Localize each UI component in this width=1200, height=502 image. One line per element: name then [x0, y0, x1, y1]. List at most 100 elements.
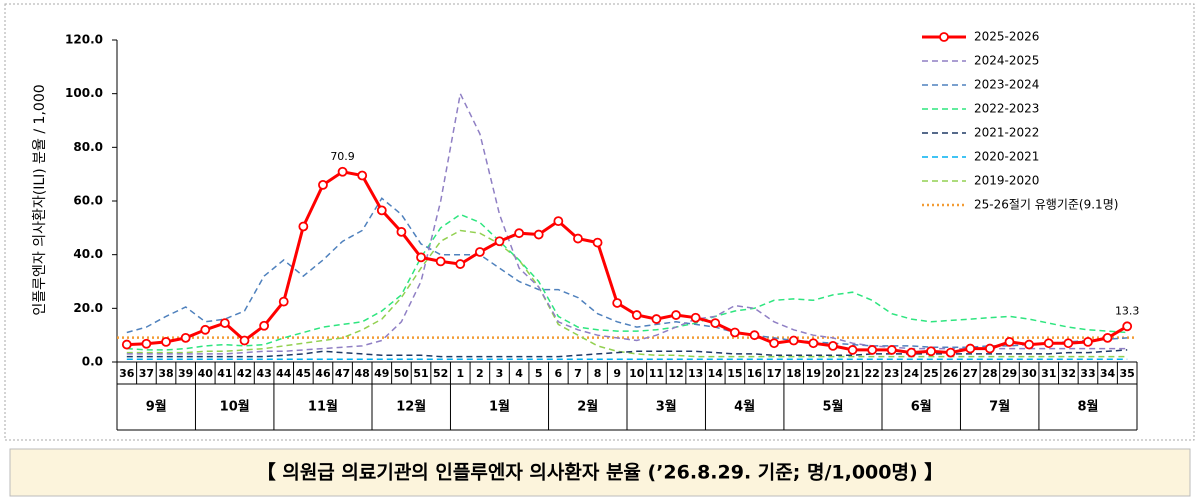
point	[729, 327, 740, 338]
x-tick-label: 39	[178, 367, 193, 380]
point	[298, 221, 309, 232]
point	[965, 343, 976, 354]
point	[612, 298, 623, 308]
point	[651, 314, 662, 324]
y-tick-label: 120.0	[65, 33, 103, 47]
legend-label: 2019-2020	[974, 174, 1039, 188]
point	[239, 335, 250, 346]
point	[1024, 339, 1035, 350]
point	[828, 340, 838, 351]
x-tick-label: 41	[217, 367, 232, 380]
x-tick-label: 25	[923, 367, 938, 380]
point	[592, 237, 603, 248]
series-line	[126, 213, 1128, 351]
x-tick-label: 4	[515, 367, 523, 380]
x-tick-label: 40	[198, 367, 214, 380]
y-tick-label: 60.0	[73, 194, 103, 208]
point	[788, 335, 799, 346]
y-tick-label: 100.0	[65, 86, 103, 100]
x-tick-label: 42	[237, 367, 252, 380]
x-tick-label: 29	[1002, 367, 1017, 380]
point	[337, 166, 348, 177]
x-tick-label: 15	[727, 367, 742, 380]
point	[926, 346, 936, 357]
month-label: 8월	[1077, 399, 1098, 415]
point	[396, 226, 407, 237]
x-tick-label: 50	[394, 367, 410, 380]
point	[710, 318, 721, 328]
point	[847, 345, 858, 355]
x-tick-label: 32	[1061, 367, 1076, 380]
point	[749, 330, 760, 341]
point	[573, 233, 583, 244]
x-tick-label: 33	[1080, 367, 1095, 380]
y-tick-label: 40.0	[73, 247, 103, 261]
x-tick-label: 52	[433, 367, 448, 380]
point	[121, 339, 132, 350]
point	[886, 345, 897, 355]
x-tick-label: 45	[296, 367, 311, 380]
x-tick-label: 2	[476, 367, 484, 380]
legend-label: 2022-2023	[974, 102, 1039, 116]
x-tick-label: 8	[594, 367, 602, 380]
point	[494, 236, 505, 247]
point	[514, 228, 525, 239]
legend-label: 2024-2025	[974, 54, 1039, 68]
x-tick-label: 17	[766, 367, 781, 380]
legend-label: 2021-2022	[974, 126, 1039, 140]
caption: 【 의원급 의료기관의 인플루엔자 의사환자 분율 (’26.8.29. 기준;…	[257, 461, 944, 484]
point	[1122, 321, 1133, 332]
point	[161, 336, 171, 347]
x-tick-label: 35	[1120, 367, 1135, 380]
x-tick-label: 18	[786, 367, 801, 380]
point	[474, 247, 485, 257]
legend-label: 2025-2026	[974, 30, 1039, 44]
x-tick-label: 30	[1021, 367, 1037, 380]
point	[533, 229, 544, 240]
y-tick-label: 20.0	[73, 301, 103, 315]
month-label: 11월	[308, 399, 338, 415]
point	[906, 347, 917, 358]
series-line	[126, 170, 1128, 355]
point	[808, 338, 819, 349]
x-tick-label: 13	[688, 367, 703, 380]
point	[318, 179, 328, 190]
point	[553, 216, 564, 227]
legend-label: 2023-2024	[974, 78, 1039, 92]
series-line	[126, 197, 1128, 348]
point	[1083, 336, 1093, 347]
x-tick-label: 11	[649, 367, 664, 380]
month-label: 7월	[989, 399, 1010, 415]
point	[200, 324, 211, 335]
month-label: 3월	[656, 399, 677, 415]
x-tick-label: 26	[943, 367, 959, 380]
x-tick-label: 34	[1100, 367, 1116, 380]
point	[455, 259, 466, 269]
month-label: 6월	[911, 399, 932, 415]
x-tick-label: 10	[629, 367, 645, 380]
x-tick-label: 28	[982, 367, 997, 380]
x-tick-label: 7	[574, 367, 582, 380]
point	[1043, 338, 1054, 349]
x-tick-label: 1	[456, 367, 464, 380]
x-tick-label: 27	[963, 367, 978, 380]
series-line	[126, 349, 1128, 358]
y-tick-label: 80.0	[73, 140, 103, 154]
data-label: 13.3	[1115, 304, 1140, 317]
data-label: 70.9	[330, 150, 355, 163]
point	[435, 256, 446, 267]
point	[416, 252, 426, 263]
x-tick-label: 9	[613, 367, 621, 380]
legend-label: 25-26절기 유행기준(9.1명)	[974, 197, 1118, 212]
x-tick-label: 38	[158, 367, 173, 380]
x-tick-label: 23	[884, 367, 899, 380]
point	[1063, 338, 1074, 349]
y-axis-label: 인플루엔자 의사환자(ILI) 분율 / 1,000	[32, 84, 48, 315]
month-label: 4월	[734, 399, 755, 415]
point	[1102, 332, 1113, 343]
x-tick-label: 51	[413, 367, 428, 380]
x-tick-label: 5	[535, 367, 543, 380]
point	[945, 347, 956, 358]
series-line	[126, 229, 1128, 358]
